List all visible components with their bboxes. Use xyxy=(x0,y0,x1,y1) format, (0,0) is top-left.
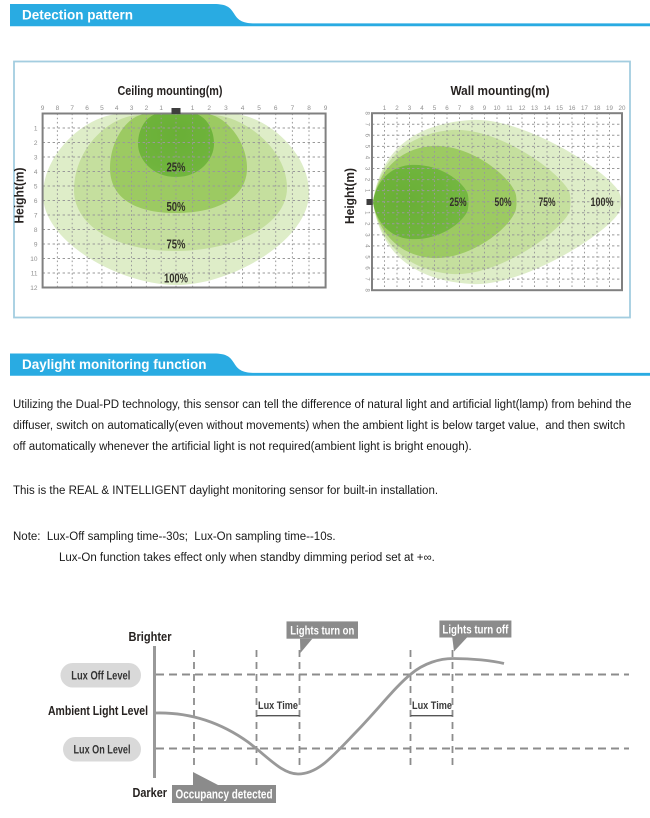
svg-text:11: 11 xyxy=(31,271,38,278)
svg-text:Ceiling mounting(m): Ceiling mounting(m) xyxy=(118,83,223,98)
svg-text:16: 16 xyxy=(569,105,576,112)
svg-text:19: 19 xyxy=(606,105,613,112)
svg-text:1: 1 xyxy=(159,105,163,112)
svg-text:5: 5 xyxy=(34,184,38,191)
svg-text:3: 3 xyxy=(224,105,228,112)
svg-text:7: 7 xyxy=(458,105,462,112)
svg-text:Height(m): Height(m) xyxy=(13,168,27,224)
svg-text:100%: 100% xyxy=(164,272,188,286)
svg-text:Lux On Level: Lux On Level xyxy=(74,745,131,757)
svg-text:8: 8 xyxy=(56,105,60,112)
svg-text:4: 4 xyxy=(241,105,245,112)
svg-text:Detection pattern: Detection pattern xyxy=(22,8,133,23)
svg-text:4: 4 xyxy=(364,244,370,248)
svg-text:7: 7 xyxy=(34,213,38,220)
svg-text:8: 8 xyxy=(364,289,370,293)
svg-text:8: 8 xyxy=(364,112,370,116)
svg-text:6: 6 xyxy=(34,198,38,205)
svg-text:3: 3 xyxy=(364,167,370,171)
svg-text:Height(m): Height(m) xyxy=(343,168,357,224)
svg-text:5: 5 xyxy=(100,105,104,112)
svg-text:18: 18 xyxy=(594,105,601,112)
svg-text:5: 5 xyxy=(364,145,370,149)
svg-text:3: 3 xyxy=(364,233,370,237)
svg-text:8: 8 xyxy=(470,105,474,112)
svg-text:25%: 25% xyxy=(450,195,467,209)
svg-text:2: 2 xyxy=(145,105,149,112)
svg-text:9: 9 xyxy=(483,105,487,112)
svg-text:6: 6 xyxy=(85,105,89,112)
svg-text:8: 8 xyxy=(34,227,38,234)
svg-text:4: 4 xyxy=(364,156,370,160)
svg-text:17: 17 xyxy=(581,105,588,112)
svg-text:5: 5 xyxy=(257,105,261,112)
svg-text:Darker: Darker xyxy=(133,786,168,800)
svg-text:75%: 75% xyxy=(167,238,186,252)
svg-text:12: 12 xyxy=(519,105,526,112)
svg-text:14: 14 xyxy=(544,105,551,112)
svg-text:1: 1 xyxy=(191,105,195,112)
svg-text:2: 2 xyxy=(364,222,370,226)
svg-text:2: 2 xyxy=(395,105,399,112)
svg-text:6: 6 xyxy=(274,105,278,112)
svg-text:75%: 75% xyxy=(539,195,556,209)
svg-text:7: 7 xyxy=(291,105,295,112)
svg-text:Lux Off Level: Lux Off Level xyxy=(71,671,130,683)
svg-text:50%: 50% xyxy=(167,200,186,214)
svg-text:9: 9 xyxy=(324,105,328,112)
svg-text:Lux Time: Lux Time xyxy=(412,700,452,712)
svg-text:15: 15 xyxy=(556,105,563,112)
svg-text:Brighter: Brighter xyxy=(129,630,172,644)
svg-text:6: 6 xyxy=(364,266,370,270)
svg-text:20: 20 xyxy=(619,105,626,112)
svg-text:6: 6 xyxy=(364,134,370,138)
svg-text:9: 9 xyxy=(41,105,45,112)
svg-text:4: 4 xyxy=(34,169,38,176)
svg-text:100%: 100% xyxy=(591,195,614,209)
svg-text:2: 2 xyxy=(207,105,211,112)
svg-text:5: 5 xyxy=(364,255,370,259)
svg-text:11: 11 xyxy=(506,105,513,112)
svg-text:4: 4 xyxy=(420,105,424,112)
svg-text:7: 7 xyxy=(364,123,370,127)
svg-text:Lights turn on: Lights turn on xyxy=(290,624,354,638)
svg-text:1: 1 xyxy=(364,189,370,193)
svg-text:1: 1 xyxy=(383,105,387,112)
svg-text:2: 2 xyxy=(364,178,370,182)
svg-text:2: 2 xyxy=(34,140,38,147)
svg-text:Lux Time: Lux Time xyxy=(258,700,298,712)
svg-text:5: 5 xyxy=(433,105,437,112)
svg-text:4: 4 xyxy=(115,105,119,112)
svg-text:Daylight monitoring function: Daylight monitoring function xyxy=(22,357,206,372)
svg-text:9: 9 xyxy=(34,242,38,249)
svg-text:3: 3 xyxy=(34,155,38,162)
svg-text:8: 8 xyxy=(307,105,311,112)
svg-text:10: 10 xyxy=(30,256,38,263)
svg-text:7: 7 xyxy=(364,277,370,281)
svg-text:Ambient Light Level: Ambient Light Level xyxy=(48,704,148,718)
svg-text:Lights turn off: Lights turn off xyxy=(442,623,509,637)
svg-text:7: 7 xyxy=(70,105,74,112)
svg-text:3: 3 xyxy=(130,105,134,112)
svg-text:12: 12 xyxy=(30,285,38,292)
svg-text:1: 1 xyxy=(364,211,370,215)
svg-text:25%: 25% xyxy=(167,161,186,175)
svg-text:Occupancy detected: Occupancy detected xyxy=(176,788,273,802)
svg-text:50%: 50% xyxy=(495,195,512,209)
svg-text:6: 6 xyxy=(445,105,449,112)
svg-text:13: 13 xyxy=(531,105,538,112)
svg-text:10: 10 xyxy=(494,105,501,112)
svg-text:3: 3 xyxy=(408,105,412,112)
svg-text:Wall mounting(m): Wall mounting(m) xyxy=(451,83,550,98)
svg-text:1: 1 xyxy=(34,126,38,133)
